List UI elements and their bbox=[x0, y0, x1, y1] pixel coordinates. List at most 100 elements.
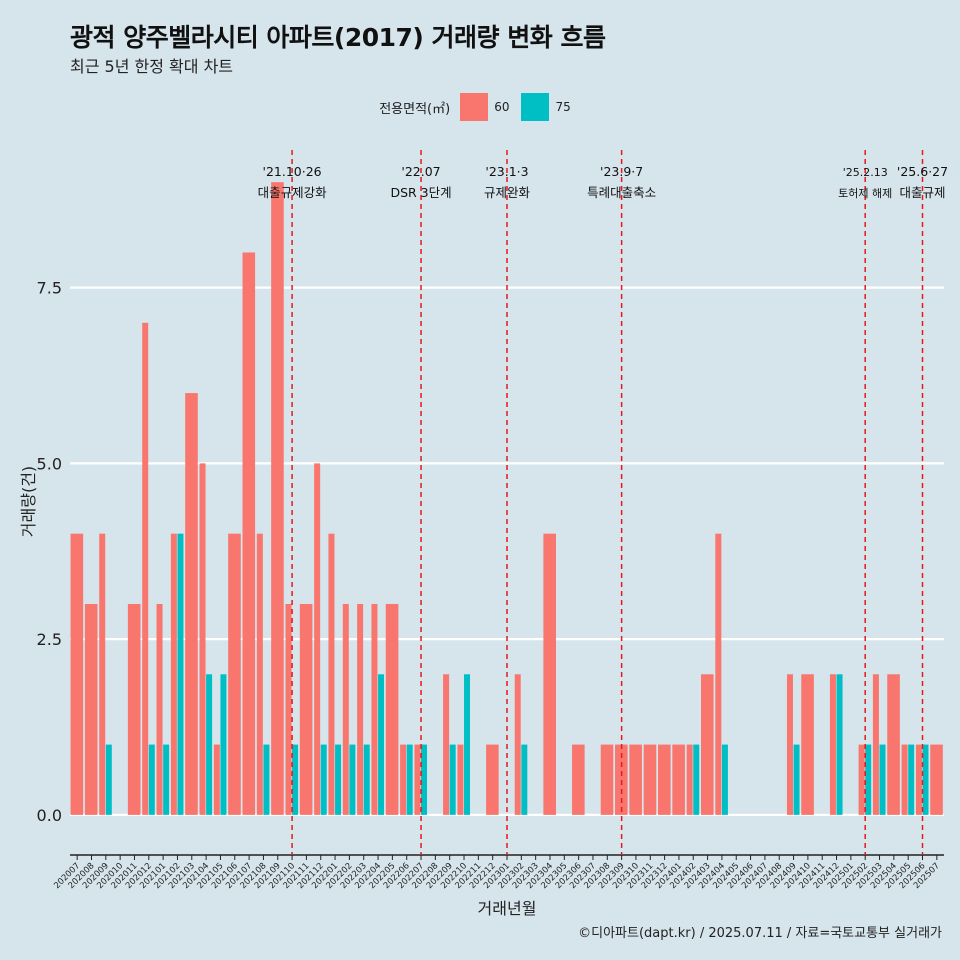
bar-60-202104 bbox=[199, 463, 206, 815]
bar-60-202309 bbox=[615, 744, 628, 815]
bar-60-202103 bbox=[185, 393, 198, 815]
bar-60-202402 bbox=[686, 744, 693, 815]
bar-75-202012 bbox=[148, 744, 155, 815]
source-caption: ©디아파트(dapt.kr) / 2025.07.11 / 자료=국토교통부 실… bbox=[578, 926, 942, 941]
bar-75-202502 bbox=[865, 744, 872, 815]
chart-title: 광적 양주벨라시티 아파트(2017) 거래량 변화 흐름 bbox=[70, 23, 606, 52]
legend-key-75 bbox=[521, 93, 550, 121]
bar-60-202507 bbox=[930, 744, 943, 815]
y-axis-title: 거래량(건) bbox=[19, 466, 38, 537]
legend-label-60: 60 bbox=[494, 100, 510, 114]
bar-75-202204 bbox=[378, 674, 385, 815]
bar-75-202202 bbox=[349, 744, 356, 815]
bar-60-202008 bbox=[84, 603, 98, 815]
bar-60-202312 bbox=[658, 744, 671, 815]
legend-title: 전용면적(㎡) bbox=[379, 101, 451, 117]
bar-60-202310 bbox=[629, 744, 642, 815]
bar-75-202201 bbox=[335, 744, 342, 815]
bar-60-202205 bbox=[385, 603, 399, 815]
bar-60-202012 bbox=[142, 322, 149, 815]
y-tick-label: 0.0 bbox=[37, 806, 62, 825]
bar-60-202108 bbox=[256, 533, 263, 815]
y-tick-label: 7.5 bbox=[37, 279, 62, 298]
x-axis-title: 거래년월 bbox=[478, 899, 537, 918]
legend-key-60 bbox=[460, 93, 489, 121]
bar-75-202203 bbox=[363, 744, 370, 815]
bar-60-202308 bbox=[600, 744, 614, 815]
bar-60-202209 bbox=[443, 674, 450, 815]
bar-75-202302 bbox=[521, 744, 528, 815]
event-date: '23.1·3 bbox=[485, 164, 528, 179]
bar-60-202207 bbox=[414, 744, 421, 815]
y-tick-label: 2.5 bbox=[37, 630, 62, 649]
bar-75-202503 bbox=[879, 744, 886, 815]
bar-60-202503 bbox=[872, 674, 879, 815]
bar-60-202203 bbox=[357, 603, 364, 815]
bar-60-202201 bbox=[328, 533, 335, 815]
bar-75-202009 bbox=[105, 744, 112, 815]
bar-60-202306 bbox=[572, 744, 585, 815]
bar-60-202011 bbox=[127, 603, 141, 815]
bar-75-202409 bbox=[793, 744, 800, 815]
bar-60-202102 bbox=[170, 533, 177, 815]
event-label: 규제완화 bbox=[484, 185, 531, 200]
bar-60-202109 bbox=[271, 182, 284, 815]
bar-60-202412 bbox=[829, 674, 836, 815]
bar-75-202110 bbox=[292, 744, 299, 815]
bar-60-202304 bbox=[543, 533, 556, 815]
bar-75-202101 bbox=[163, 744, 170, 815]
event-date: '25.2.13 bbox=[843, 166, 888, 179]
bar-60-202404 bbox=[715, 533, 722, 815]
event-label: 특례대출축소 bbox=[587, 185, 656, 200]
y-tick-label: 5.0 bbox=[37, 454, 62, 473]
bar-60-202212 bbox=[486, 744, 499, 815]
bar-60-202506 bbox=[915, 744, 922, 815]
event-date: '23.9·7 bbox=[600, 164, 643, 179]
chart-subtitle: 최근 5년 한정 확대 차트 bbox=[70, 57, 234, 76]
bar-75-202105 bbox=[220, 674, 227, 815]
bar-75-202206 bbox=[406, 744, 413, 815]
bar-75-202210 bbox=[464, 674, 471, 815]
event-label: 대출규제 bbox=[900, 185, 946, 200]
bar-60-202311 bbox=[643, 744, 657, 815]
bar-75-202402 bbox=[693, 744, 700, 815]
bar-60-202410 bbox=[801, 674, 814, 815]
bar-60-202302 bbox=[514, 674, 521, 815]
event-date: '21.10·26 bbox=[263, 164, 322, 179]
bar-60-202206 bbox=[400, 744, 407, 815]
bar-75-202505 bbox=[908, 744, 915, 815]
bar-60-202105 bbox=[213, 744, 220, 815]
bar-60-202505 bbox=[901, 744, 908, 815]
legend: 전용면적(㎡) 60 75 bbox=[0, 93, 960, 121]
bar-60-202204 bbox=[371, 603, 378, 815]
bar-60-202210 bbox=[457, 744, 464, 815]
bar-60-202009 bbox=[99, 533, 106, 815]
bar-60-202101 bbox=[156, 603, 163, 815]
bar-75-202112 bbox=[320, 744, 327, 815]
bar-60-202403 bbox=[700, 674, 714, 815]
event-label: 대출규제강화 bbox=[258, 185, 328, 200]
bar-60-202409 bbox=[786, 674, 793, 815]
event-date: '25.6·27 bbox=[897, 164, 948, 179]
bar-75-202108 bbox=[263, 744, 270, 815]
bar-60-202502 bbox=[858, 744, 865, 815]
legend-label-75: 75 bbox=[555, 100, 571, 114]
bar-60-202202 bbox=[342, 603, 349, 815]
bar-60-202110 bbox=[285, 603, 292, 815]
bar-60-202007 bbox=[70, 533, 84, 815]
bar-60-202504 bbox=[887, 674, 900, 815]
bar-75-202404 bbox=[721, 744, 728, 815]
bar-75-202104 bbox=[206, 674, 213, 815]
event-label: DSR 3단계 bbox=[390, 185, 451, 200]
bar-75-202412 bbox=[836, 674, 843, 815]
bar-75-202209 bbox=[449, 744, 456, 815]
bar-60-202106 bbox=[228, 533, 241, 815]
bar-75-202207 bbox=[421, 744, 428, 815]
bar-75-202506 bbox=[922, 744, 929, 815]
bar-60-202107 bbox=[242, 252, 256, 815]
event-label: 토허제 해제 bbox=[838, 186, 892, 200]
bar-60-202111 bbox=[299, 603, 313, 815]
event-date: '22.07 bbox=[401, 164, 440, 179]
bar-75-202102 bbox=[177, 533, 184, 815]
